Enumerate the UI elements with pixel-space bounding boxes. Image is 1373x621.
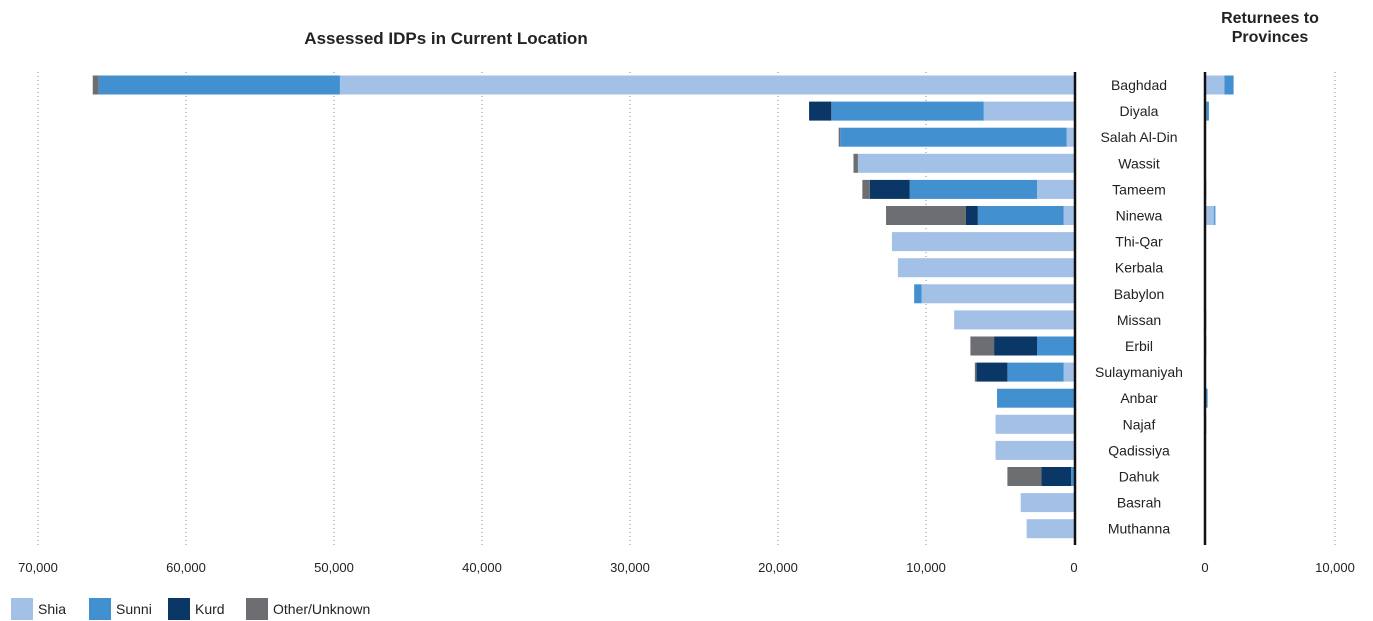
right-bar-shia-baghdad [1205, 76, 1225, 95]
left-x-tick-label: 20,000 [758, 560, 798, 575]
province-label: Anbar [1120, 390, 1158, 406]
right-chart-title-line1: Returnees to [1221, 10, 1319, 27]
legend-label: Shia [38, 601, 66, 617]
left-chart-title: Assessed IDPs in Current Location [304, 29, 587, 48]
province-label: Wassit [1118, 155, 1160, 171]
legend-swatch-other-unknown [246, 598, 268, 620]
left-bar-shia-thi-qar [892, 232, 1074, 251]
left-bar-shia-ninewa [1064, 206, 1074, 225]
province-label: Dahuk [1119, 469, 1160, 485]
province-label: Qadissiya [1108, 442, 1170, 458]
left-bar-shia-baghdad [340, 76, 1074, 95]
left-bar-sunni-anbar [997, 389, 1074, 408]
left-bar-sunni-babylon [914, 284, 921, 303]
left-bar-kurd-dahuk [1041, 467, 1071, 486]
left-bar-sunni-erbil [1037, 337, 1074, 356]
left-x-tick-label: 50,000 [314, 560, 354, 575]
left-x-tick-label: 0 [1070, 560, 1077, 575]
left-bar-other-unknown-erbil [970, 337, 994, 356]
legend-swatch-kurd [168, 598, 190, 620]
left-bar-other-unknown-tameem [862, 180, 869, 199]
left-bar-kurd-diyala [809, 102, 831, 121]
province-label: Tameem [1112, 181, 1166, 197]
left-x-tick-label: 40,000 [462, 560, 502, 575]
left-bar-other-unknown-sulaymaniyah [975, 363, 976, 382]
province-label: Diyala [1120, 103, 1159, 119]
left-bar-sunni-sulaymaniyah [1007, 363, 1063, 382]
left-bar-other-unknown-baghdad [93, 76, 99, 95]
province-label: Missan [1117, 312, 1161, 328]
left-bar-sunni-ninewa [978, 206, 1064, 225]
legend-swatch-sunni [89, 598, 111, 620]
left-bar-shia-salah-al-din [1067, 128, 1074, 147]
left-x-tick-label: 60,000 [166, 560, 206, 575]
left-bar-sunni-tameem [910, 180, 1037, 199]
left-bar-kurd-tameem [870, 180, 910, 199]
left-bar-other-unknown-salah-al-din [839, 128, 840, 147]
legend-swatch-shia [11, 598, 33, 620]
province-label: Najaf [1123, 416, 1156, 432]
left-x-tick-label: 30,000 [610, 560, 650, 575]
legend-label: Other/Unknown [273, 601, 370, 617]
right-bar-sunni-diyala [1206, 102, 1209, 121]
province-label: Erbil [1125, 338, 1153, 354]
left-bar-sunni-dahuk [1071, 467, 1074, 486]
province-label: Salah Al-Din [1100, 129, 1177, 145]
province-label: Thi-Qar [1115, 234, 1163, 250]
left-bar-shia-najaf [996, 415, 1074, 434]
left-bar-kurd-erbil [994, 337, 1037, 356]
left-bar-shia-qadissiya [996, 441, 1074, 460]
right-x-tick-label: 0 [1201, 560, 1208, 575]
province-label: Kerbala [1115, 260, 1163, 276]
left-bar-sunni-baghdad [99, 76, 340, 95]
province-label: Babylon [1114, 286, 1165, 302]
left-bar-shia-sulaymaniyah [1064, 363, 1074, 382]
left-bar-shia-babylon [922, 284, 1074, 303]
legend-label: Sunni [116, 601, 152, 617]
province-label: Basrah [1117, 495, 1161, 511]
left-bar-shia-diyala [984, 102, 1074, 121]
left-x-tick-label: 70,000 [18, 560, 58, 575]
right-bar-sunni-baghdad [1225, 76, 1234, 95]
right-bar-sunni-ninewa [1214, 206, 1215, 225]
left-bar-shia-kerbala [898, 258, 1074, 277]
left-bar-shia-muthanna [1027, 519, 1074, 538]
right-chart-title-line2: Provinces [1232, 29, 1309, 46]
province-label: Sulaymaniyah [1095, 364, 1183, 380]
left-x-tick-label: 10,000 [906, 560, 946, 575]
left-bar-shia-wassit [858, 154, 1074, 173]
province-label: Ninewa [1116, 208, 1163, 224]
left-bar-shia-missan [954, 310, 1074, 329]
left-bar-other-unknown-dahuk [1007, 467, 1041, 486]
province-label: Baghdad [1111, 77, 1167, 93]
right-bar-shia-ninewa [1205, 206, 1214, 225]
left-bar-shia-tameem [1037, 180, 1074, 199]
left-bar-sunni-salah-al-din [840, 128, 1066, 147]
left-bar-sunni-diyala [831, 102, 983, 121]
left-bar-other-unknown-wassit [853, 154, 857, 173]
left-bar-shia-basrah [1021, 493, 1074, 512]
province-label: Muthanna [1108, 521, 1170, 537]
left-bar-kurd-ninewa [966, 206, 978, 225]
legend-label: Kurd [195, 601, 225, 617]
right-x-tick-label: 10,000 [1315, 560, 1355, 575]
left-bar-other-unknown-ninewa [886, 206, 966, 225]
left-bar-kurd-sulaymaniyah [976, 363, 1007, 382]
